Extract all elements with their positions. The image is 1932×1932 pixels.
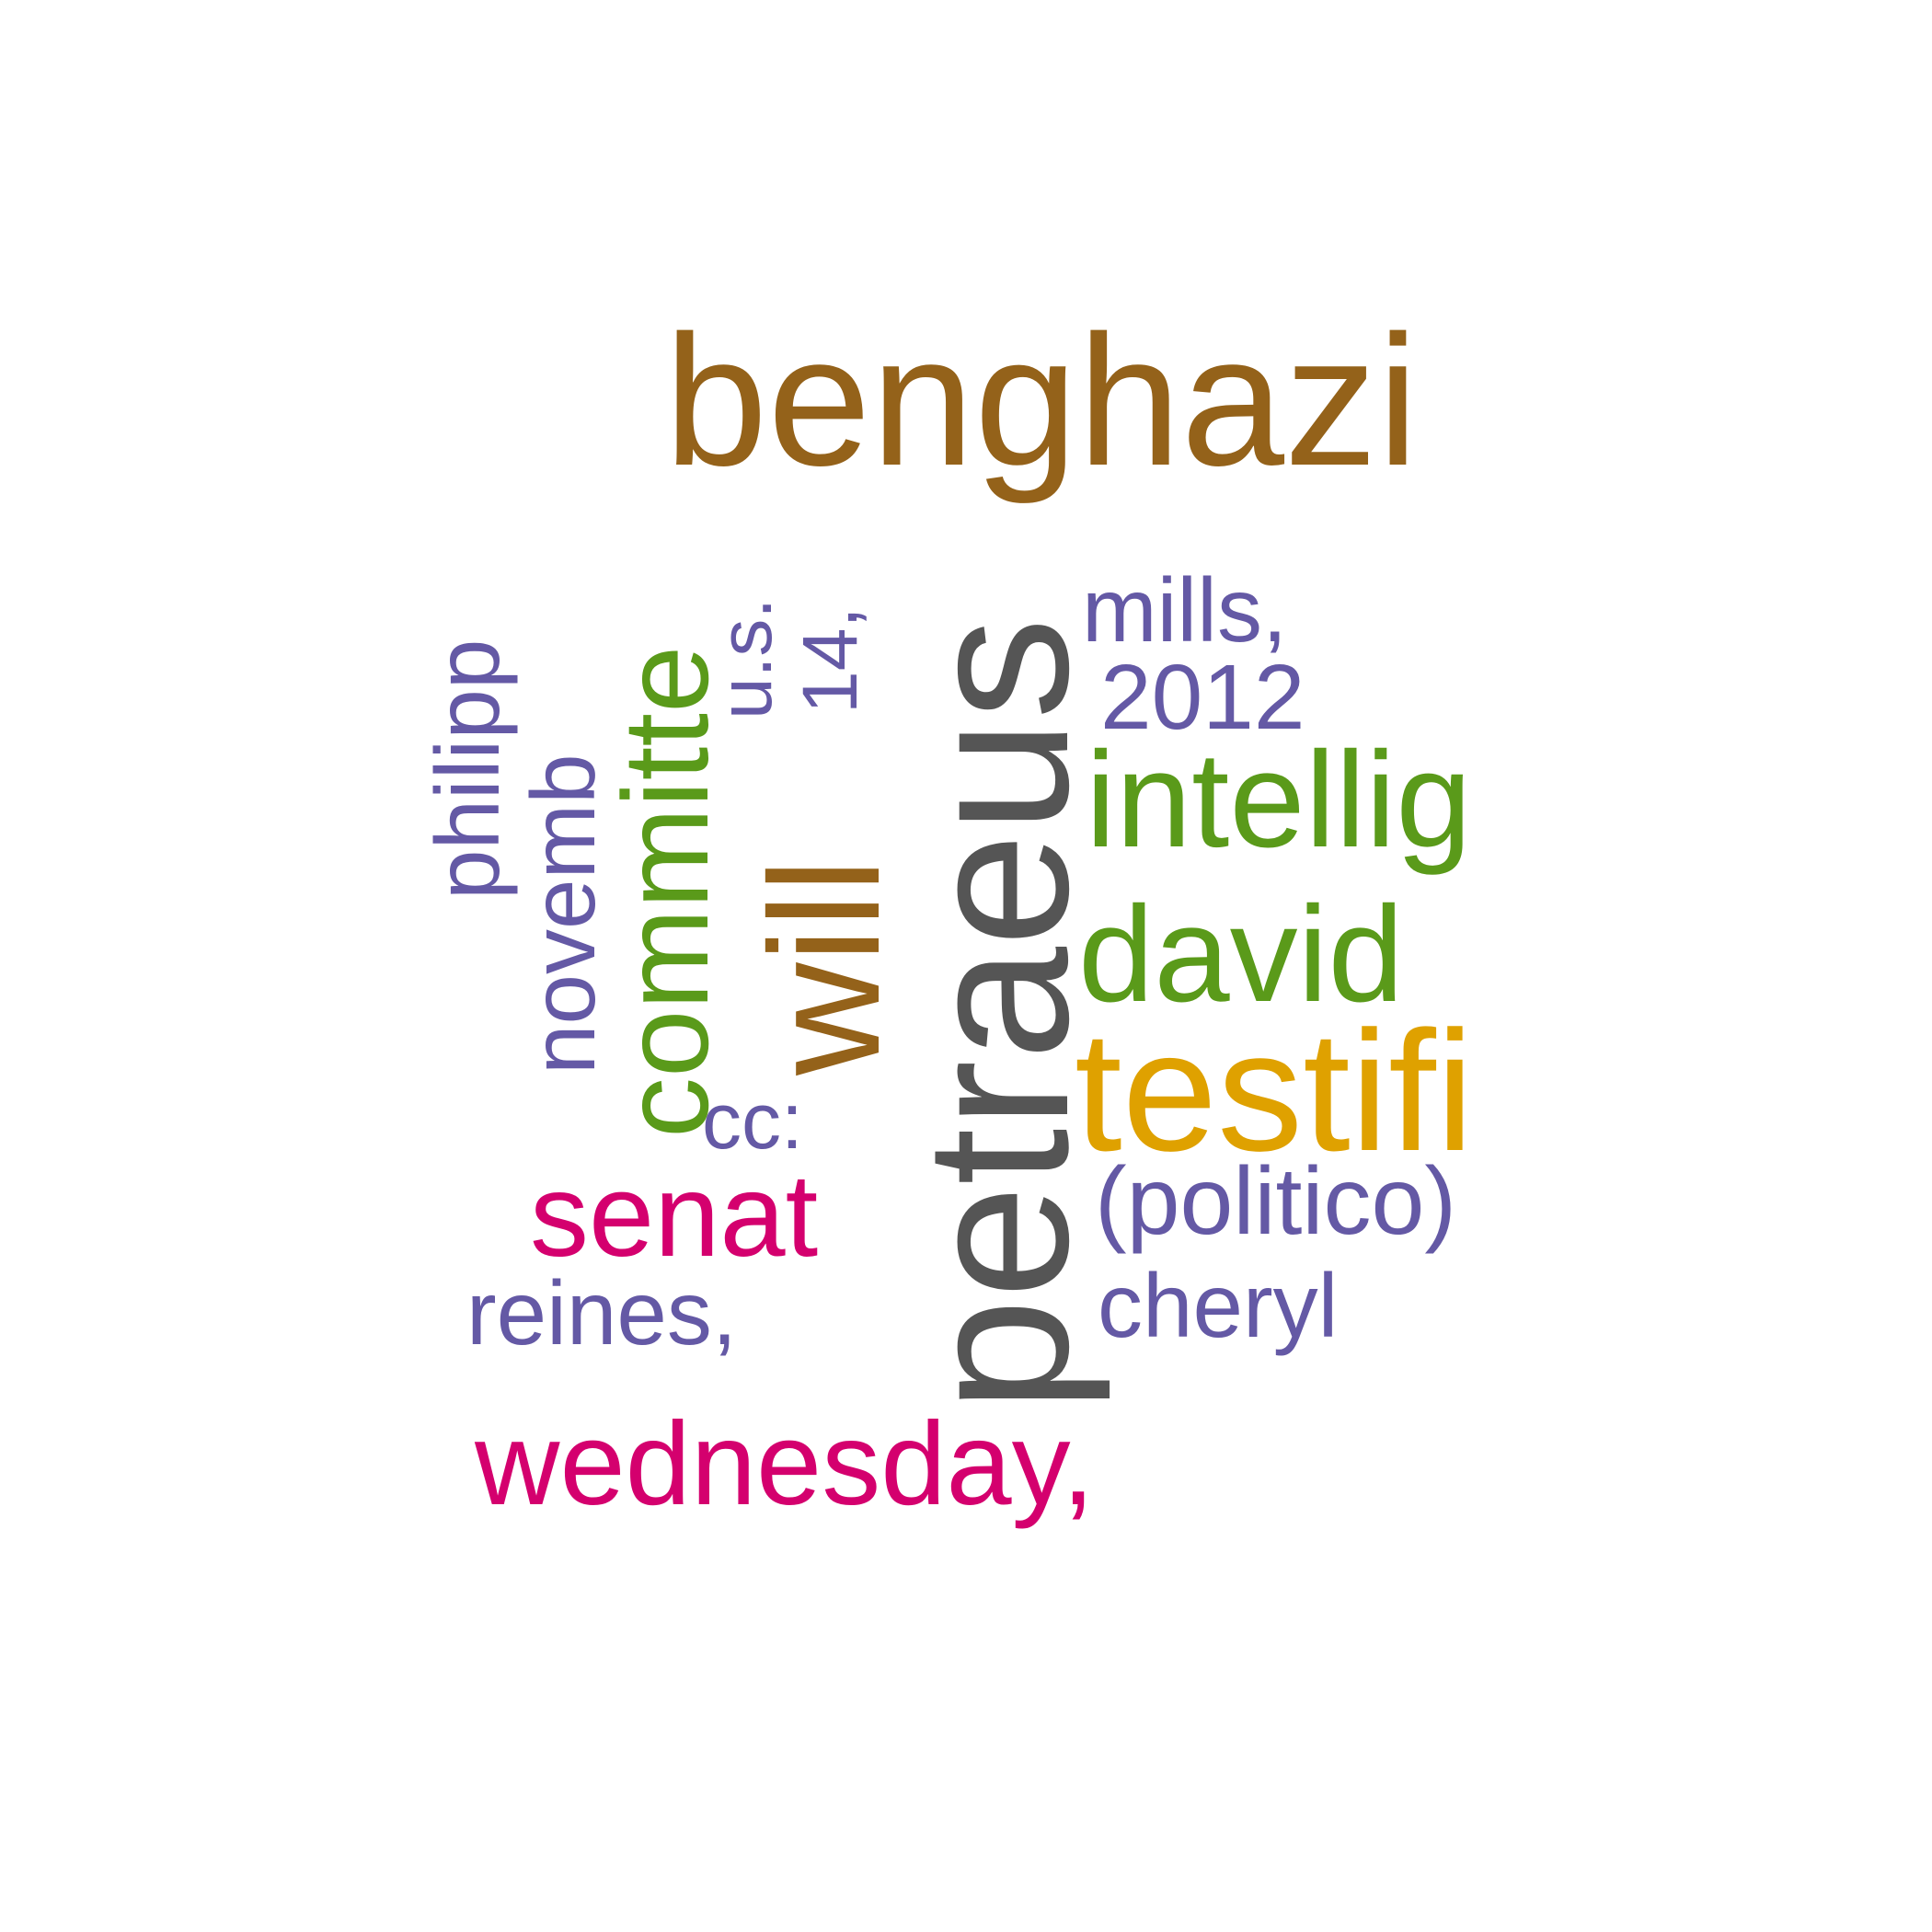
word-will: will xyxy=(738,857,913,1075)
word-reines: reines, xyxy=(466,1262,738,1363)
word-us: u.s. xyxy=(704,597,788,719)
word-2012: 2012 xyxy=(1100,646,1305,749)
word-cheryl: cheryl xyxy=(1098,1255,1339,1356)
word-politico: (politico) xyxy=(1095,1148,1456,1255)
word-novemb: novemb xyxy=(512,753,614,1075)
word-mills: mills, xyxy=(1082,559,1288,661)
word-petraeus: petraeus xyxy=(883,617,1111,1412)
word-testifi: testifi xyxy=(1075,996,1475,1187)
word-philipp: philipp xyxy=(417,638,518,900)
word-david: david xyxy=(1078,879,1404,1030)
word-intellig: intellig xyxy=(1086,724,1472,876)
word-14: 14, xyxy=(787,606,873,714)
word-cc: cc: xyxy=(702,1077,803,1166)
word-wednesday: wednesday, xyxy=(475,1398,1095,1530)
word-senat: senat xyxy=(530,1150,819,1282)
word-benghazi: benghazi xyxy=(664,296,1419,504)
